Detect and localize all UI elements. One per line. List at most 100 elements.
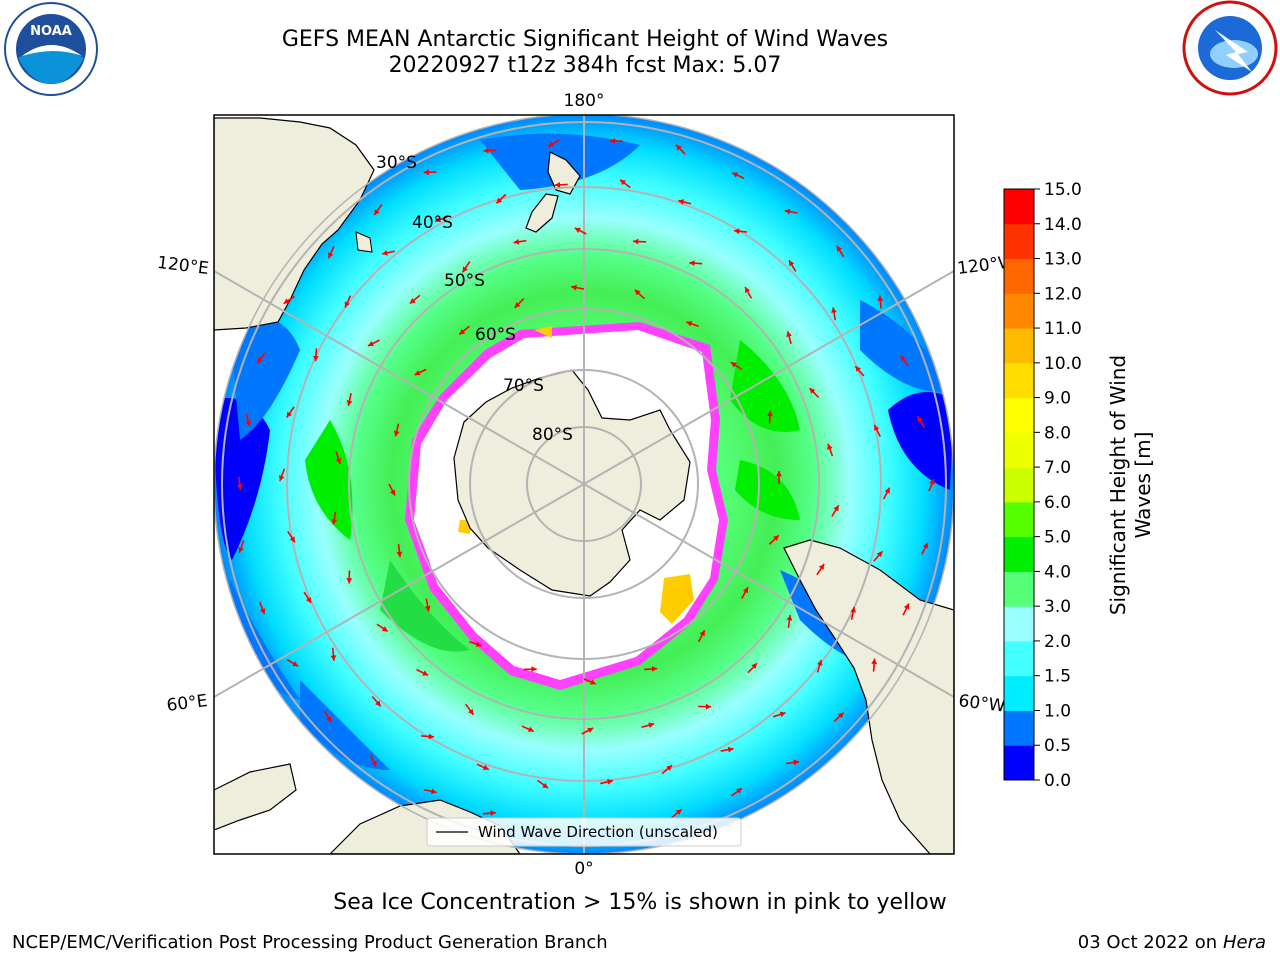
- wind-arrow-head: [475, 641, 482, 647]
- australia-landmass: [214, 117, 375, 331]
- wind-arrow-head: [727, 746, 734, 753]
- wind-arrow-head: [259, 608, 266, 615]
- wind-arrow-head: [542, 782, 549, 789]
- footer-credit: NCEP/EMC/Verification Post Processing Pr…: [12, 932, 608, 953]
- colorbar-tick-label: 11.0: [1044, 319, 1082, 339]
- wind-arrow-head: [571, 284, 577, 291]
- colorbar-tick-label: 1.0: [1044, 701, 1071, 721]
- colorbar-block: [1004, 189, 1034, 225]
- sea-ice-note: Sea Ice Concentration > 15% is shown in …: [333, 890, 947, 915]
- wind-arrow-head: [678, 199, 685, 205]
- colorbar-block: [1004, 501, 1034, 538]
- wind-arrow-head: [331, 519, 338, 525]
- longitude-lines: [214, 115, 954, 854]
- wind-arrow-head: [793, 759, 800, 766]
- wind-arrow-head: [468, 708, 474, 715]
- wind-arrow-head: [634, 289, 641, 296]
- wind-arrow-head: [767, 410, 773, 417]
- colorbar-block: [1004, 432, 1034, 468]
- wind-arrow-head: [730, 362, 737, 368]
- colorbar-block: [1004, 258, 1034, 294]
- wind-arrow-head: [346, 400, 353, 406]
- wind-arrow-head: [917, 416, 923, 423]
- wind-arrow-head: [574, 227, 581, 233]
- wind-arrow-head: [430, 788, 437, 795]
- wind-arrow-head: [836, 245, 843, 252]
- colorbar-tick-label: 5.0: [1044, 528, 1071, 548]
- colorbar-tick-label: 1.5: [1044, 667, 1071, 687]
- colorbar-tick-label: 9.0: [1044, 389, 1071, 409]
- national-weather-service-logo: [1182, 0, 1278, 96]
- wind-arrow-head: [742, 587, 748, 594]
- footer-host: Hera: [1222, 932, 1266, 953]
- colorbar-block: [1004, 745, 1034, 781]
- legend-label: Wind Wave Direction (unscaled): [478, 823, 718, 841]
- wind-arrow-head: [396, 551, 403, 558]
- lat-label-70s: 70°S: [503, 376, 544, 396]
- wind-arrow-head: [789, 260, 795, 267]
- wind-arrow-head: [374, 209, 380, 216]
- wind-arrow-head: [855, 366, 861, 373]
- wind-arrow-head: [289, 536, 295, 543]
- wind-arrow-head: [328, 252, 334, 259]
- colorbar-block: [1004, 640, 1034, 677]
- lon-label-0: 0°: [574, 859, 593, 879]
- colorbar-tick-label: 10.0: [1044, 354, 1082, 374]
- lat-label-50s: 50°S: [444, 271, 485, 291]
- wind-arrow-head: [648, 722, 655, 728]
- wind-arrow-head: [238, 546, 244, 553]
- wind-arrow-head: [423, 169, 429, 176]
- colorbar-tick-label: 0.0: [1044, 771, 1071, 791]
- wind-arrow-head: [330, 655, 337, 661]
- wind-arrow-head: [462, 266, 468, 273]
- lat-label-80s: 80°S: [532, 425, 573, 445]
- wind-arrow-head: [816, 659, 823, 666]
- wind-arrow-head: [784, 208, 791, 215]
- wind-arrow-head: [326, 716, 332, 723]
- colorbar-tick-label: 12.0: [1044, 284, 1082, 304]
- new-zealand-south: [525, 193, 559, 233]
- wind-arrow-head: [850, 606, 856, 613]
- wind-arrow-head: [903, 603, 910, 610]
- wind-arrow-head: [827, 443, 833, 450]
- wind-arrow-head: [435, 216, 442, 223]
- wind-arrow-head: [705, 703, 712, 710]
- noaa-logo: NOAA: [4, 2, 98, 96]
- wind-arrow-head: [590, 679, 596, 685]
- wind-arrow-head: [344, 301, 350, 308]
- colorbar-tick-label: 7.0: [1044, 458, 1071, 478]
- colorbar-block: [1004, 328, 1034, 364]
- noaa-logo-text: NOAA: [30, 24, 72, 39]
- wind-arrow-head: [459, 328, 466, 335]
- footer-date-text: 03 Oct 2022 on: [1077, 932, 1223, 953]
- wind-arrow-head: [831, 307, 837, 314]
- colorbar-tick-label: 4.0: [1044, 562, 1071, 582]
- wind-arrow-head: [313, 355, 319, 362]
- wind-arrow-head: [676, 144, 682, 151]
- wind-arrow-head: [736, 788, 742, 794]
- wind-arrow-head: [929, 479, 935, 486]
- wind-arrow-head: [393, 430, 400, 437]
- wind-arrow-head: [877, 295, 884, 301]
- wind-arrow-head: [496, 197, 503, 204]
- colorbar-tick-label: 15.0: [1044, 180, 1082, 200]
- wind-arrow-head: [833, 505, 839, 512]
- wind-arrow-head: [633, 238, 639, 245]
- wind-arrow-head: [390, 489, 396, 496]
- colorbar-tick-label: 6.0: [1044, 493, 1071, 513]
- lat-label-60s: 60°S: [475, 325, 516, 345]
- colorbar-block: [1004, 606, 1034, 642]
- wind-arrow-head: [732, 172, 739, 178]
- colorbar-block: [1004, 571, 1034, 607]
- madagascar-landmass: [214, 763, 297, 831]
- wind-arrow-head: [666, 765, 673, 771]
- colorbar-block: [1004, 536, 1034, 572]
- map-title: GEFS MEAN Antarctic Significant Height o…: [281, 27, 889, 52]
- colorbar-block: [1004, 710, 1034, 746]
- colorbar-tick-label: 3.0: [1044, 597, 1071, 617]
- wind-arrow-head: [922, 542, 928, 549]
- colorbar-block: [1004, 362, 1034, 399]
- wind-arrow-head: [422, 670, 429, 676]
- colorbar-block: [1004, 397, 1034, 433]
